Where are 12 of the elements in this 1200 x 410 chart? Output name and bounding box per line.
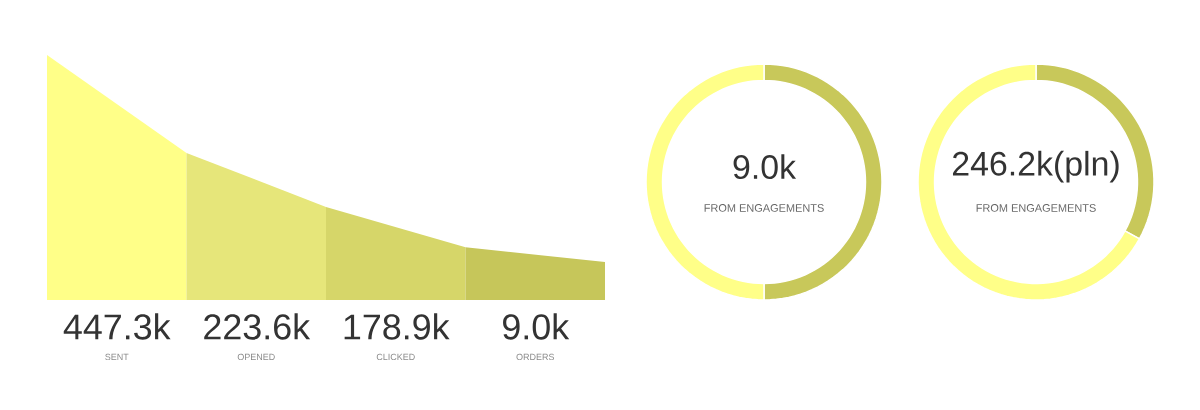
data-label: 9.0k bbox=[503, 313, 570, 340]
text: 9.0k bbox=[733, 154, 797, 180]
category-label: SENT bbox=[105, 353, 129, 361]
text: FROM ENGAGEMENTS bbox=[704, 204, 824, 212]
text: 246.2k(pln) bbox=[952, 150, 1119, 183]
category-label: CLICKED bbox=[376, 353, 415, 361]
text: FROM ENGAGEMENTS bbox=[976, 204, 1096, 212]
data-label: 223.6k bbox=[204, 313, 311, 340]
category-label: OPENED bbox=[237, 353, 275, 361]
data-label: 178.9k bbox=[344, 313, 450, 340]
category-label: ORDERS bbox=[516, 353, 555, 361]
data-label: 447.3k bbox=[63, 313, 171, 340]
